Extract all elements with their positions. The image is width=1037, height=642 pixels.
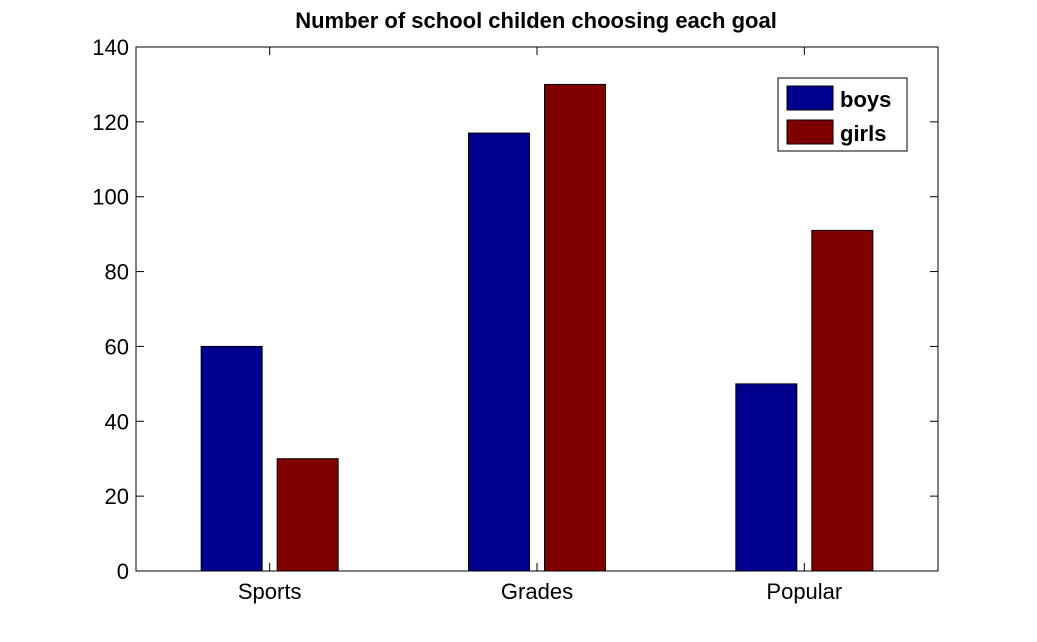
y-tick-label: 140 [92,35,129,60]
legend-label-girls: girls [840,121,886,146]
y-tick-label: 120 [92,110,129,135]
y-tick-label: 100 [92,185,129,210]
y-tick-label: 20 [105,484,129,509]
bar-boys-sports [200,345,263,572]
chart-title: Number of school childen choosing each g… [295,8,777,33]
y-axis: 0 20 40 60 80 100 120 140 [92,35,938,584]
bar-girls-popular [811,229,874,572]
bar-girls-grades [544,83,606,572]
x-tick-label-grades: Grades [501,579,573,604]
legend: boys girls [777,77,908,152]
bar-boys-grades [468,132,530,572]
plot-area: 0 20 40 60 80 100 120 140 Sports Grades Popular [92,35,939,604]
bar-girls-sports [276,458,339,572]
legend-label-boys: boys [840,87,891,112]
legend-swatch-boys [786,85,834,111]
x-axis: Sports Grades Popular [238,47,842,604]
y-tick-label: 40 [105,409,129,434]
y-tick-label: 80 [105,260,129,285]
y-tick-label: 60 [105,334,129,359]
y-tick-label: 0 [117,559,129,584]
bars [200,83,874,572]
bar-boys-popular [735,383,798,572]
legend-swatch-girls [786,119,834,145]
x-tick-label-sports: Sports [238,579,302,604]
x-tick-label-popular: Popular [766,579,842,604]
